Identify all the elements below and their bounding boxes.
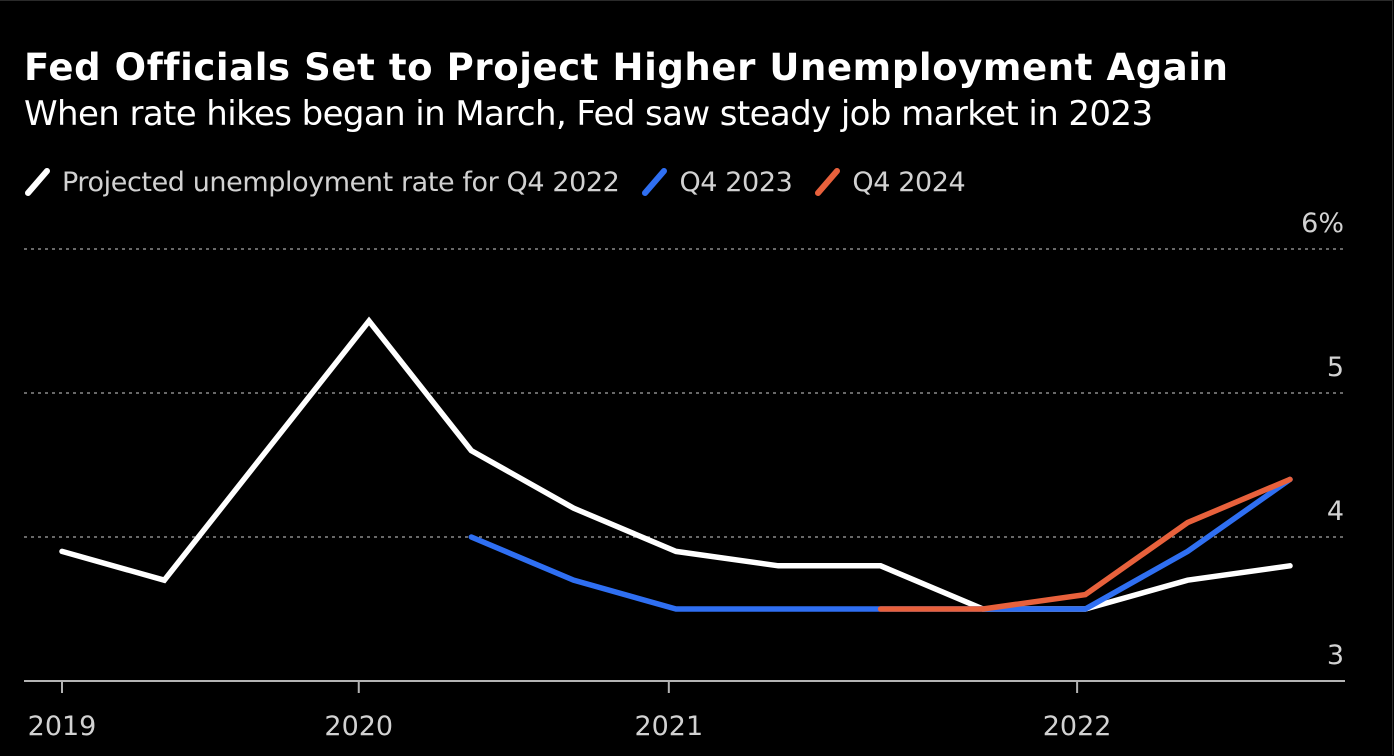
x-tick-label: 2019	[28, 711, 97, 742]
legend-label-q4-2022: Projected unemployment rate for Q4 2022	[62, 166, 620, 198]
y-axis-labels: 6% 5 4 3	[1301, 208, 1344, 671]
legend-swatch-line	[815, 168, 841, 196]
legend-item-q4-2023: Q4 2023	[641, 166, 793, 198]
y-tick-label: 3	[1327, 640, 1344, 671]
legend-swatch-q4-2023	[642, 168, 668, 196]
chart-title: Fed Officials Set to Project Higher Unem…	[24, 46, 1229, 89]
y-tick-label: 4	[1327, 496, 1344, 527]
legend-swatch-q4-2024	[815, 168, 841, 196]
series-line-q4-2022	[59, 316, 1293, 612]
x-tick-label: 2020	[324, 711, 393, 742]
legend-swatch-line	[642, 168, 668, 196]
series-line-q4-2023	[468, 476, 1293, 612]
legend-label-q4-2024: Q4 2024	[852, 166, 966, 198]
legend-item-q4-2024: Q4 2024	[814, 166, 966, 198]
x-axis: 2019 2020 2021 2022	[24, 680, 1345, 742]
legend-label-q4-2023: Q4 2023	[679, 166, 793, 198]
y-tick-label: 5	[1327, 352, 1344, 383]
x-tick-label: 2021	[634, 711, 703, 742]
chart-subtitle: When rate hikes began in March, Fed saw …	[24, 94, 1153, 134]
x-tick-label: 2022	[1043, 711, 1112, 742]
gridlines	[24, 248, 1345, 538]
legend-swatch-line	[25, 168, 50, 196]
legend: Projected unemployment rate for Q4 2022 …	[24, 162, 987, 202]
y-tick-label: 6%	[1301, 208, 1344, 239]
series-lines	[59, 316, 1293, 612]
legend-item-q4-2022: Projected unemployment rate for Q4 2022	[24, 166, 620, 198]
legend-swatch-q4-2022	[25, 168, 50, 196]
